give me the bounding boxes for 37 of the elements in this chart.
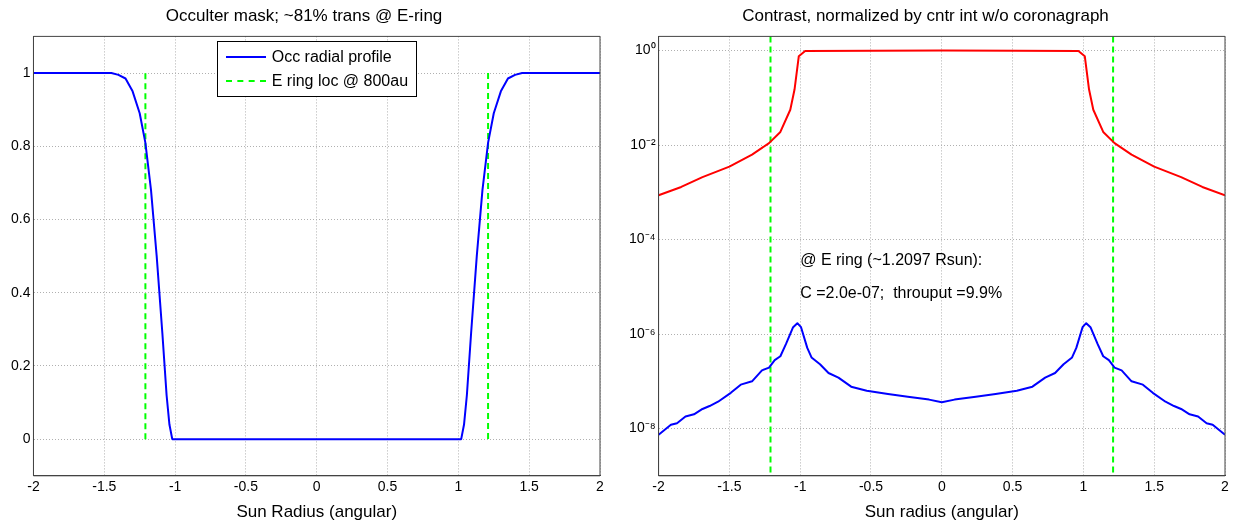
x-tick-label: 2 xyxy=(1221,478,1230,495)
x-tick-label: 1 xyxy=(1079,478,1088,495)
chart-title: Occulter mask; ~81% trans @ E-ring xyxy=(165,5,443,25)
x-tick-label: 1 xyxy=(454,478,463,495)
x-tick-label: -1.5 xyxy=(92,478,117,495)
x-tick-label: -2 xyxy=(27,478,40,495)
x-tick-label: -1 xyxy=(168,478,182,495)
chart-title: Contrast, normalized by cntr int w/o coronagraph xyxy=(742,5,1109,25)
y-tick-label: 10⁻² xyxy=(630,135,656,152)
x-tick-label: -0.5 xyxy=(233,478,259,495)
y-tick-label: 10⁻⁸ xyxy=(629,419,656,436)
y-tick-label: 1 xyxy=(22,63,31,80)
x-axis-title: Sun Radius (angular) xyxy=(236,502,398,522)
x-tick-label: -2 xyxy=(652,478,666,495)
x-tick-label: 0.5 xyxy=(1002,478,1023,495)
y-tick-label: 0 xyxy=(22,430,31,447)
y-tick-label: 0.6 xyxy=(10,210,31,227)
y-tick-label: 0.2 xyxy=(10,356,31,373)
x-tick-label: 0.5 xyxy=(377,478,398,495)
x-tick-label: 0 xyxy=(937,478,946,495)
x-tick-label: -1 xyxy=(793,478,807,495)
x-tick-label: 2 xyxy=(596,478,605,495)
y-tick-label: 10⁰ xyxy=(635,41,656,58)
x-tick-label: 1.5 xyxy=(519,478,540,495)
annotation: @ E ring (~1.2097 Rsun): xyxy=(800,250,983,268)
annotation: C =2.0e-07; throuput =9.9% xyxy=(800,283,1003,301)
x-axis-title: Sun radius (angular) xyxy=(864,502,1019,522)
legend-label: Occ radial profile xyxy=(271,48,392,67)
y-tick-label: 10⁻⁴ xyxy=(628,230,656,247)
legend-label: E ring loc @ 800au xyxy=(271,72,409,91)
y-tick-label: 0.4 xyxy=(10,283,31,300)
x-tick-label: -0.5 xyxy=(858,478,884,495)
x-tick-label: -1.5 xyxy=(717,478,742,495)
y-tick-label: 0.8 xyxy=(10,137,31,154)
x-tick-label: 1.5 xyxy=(1144,478,1165,495)
y-tick-label: 10⁻⁶ xyxy=(629,324,656,341)
x-tick-label: 0 xyxy=(312,478,321,495)
